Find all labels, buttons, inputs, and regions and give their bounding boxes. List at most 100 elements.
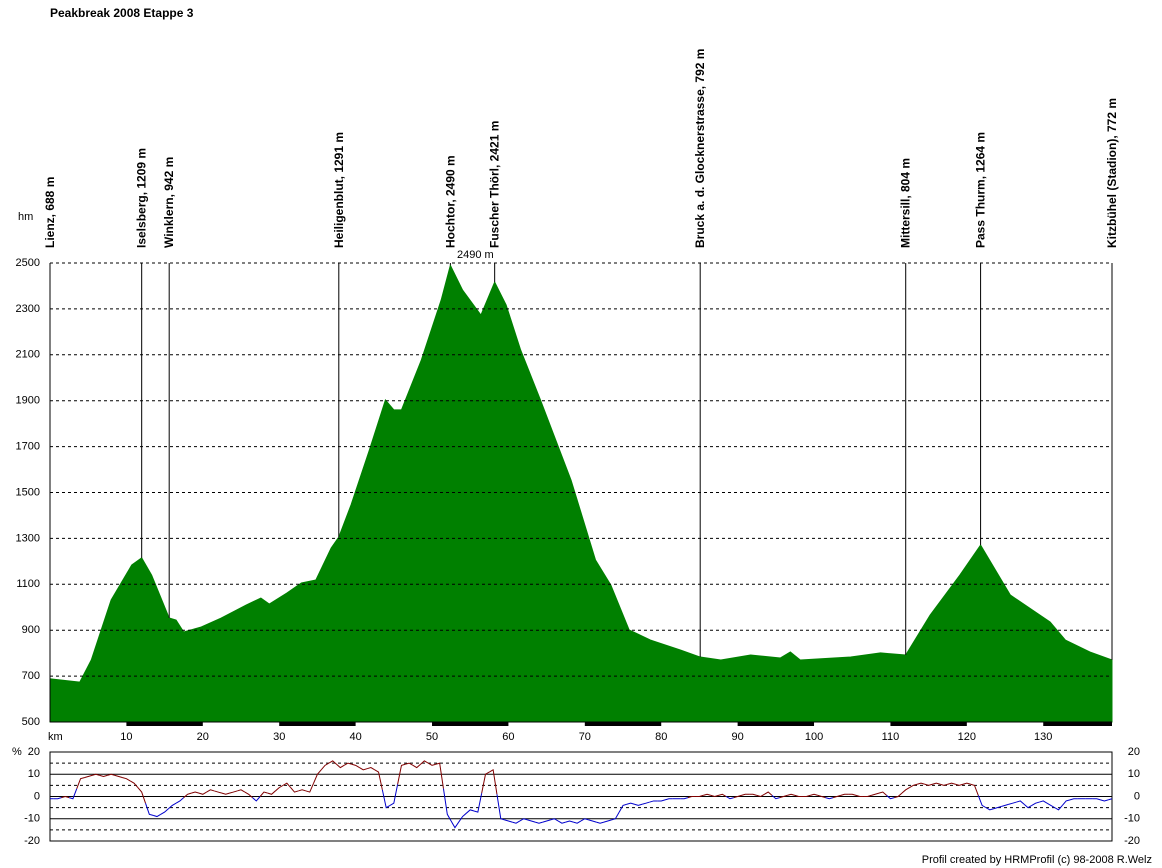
gradient-segment: [649, 800, 658, 803]
gradient-segment: [664, 798, 673, 801]
waypoint-label: Heiligenblut, 1291 m: [332, 132, 346, 248]
x-tick-label: 80: [655, 731, 667, 743]
gradient-segment: [527, 819, 536, 823]
waypoint-label: Kitzbühel (Stadion), 772 m: [1105, 98, 1119, 248]
gradient-segment: [993, 806, 1002, 810]
gradient-segment: [412, 763, 421, 769]
y2-tick-label: 10: [1128, 768, 1140, 780]
gradient-segment: [588, 819, 597, 823]
waypoint-label: Hochtor, 2490 m: [443, 155, 457, 248]
waypoint-label: Bruck a. d. Glocknerstrasse, 792 m: [693, 49, 707, 248]
gradient-segment: [756, 793, 765, 798]
y-tick-label: 2100: [16, 349, 40, 361]
waypoint-label: Pass Thurm, 1264 m: [974, 132, 988, 248]
gradient-segment: [107, 773, 116, 776]
gradient-segment: [886, 795, 895, 800]
gradient-segment: [779, 794, 788, 799]
gradient-segment: [129, 780, 139, 788]
gradient-segment: [611, 811, 620, 821]
gradient-segment: [397, 763, 406, 785]
gradient-segment: [955, 783, 964, 786]
y-tick-label: -10: [24, 813, 40, 825]
gradient-segment: [924, 783, 933, 786]
max-label: 2490 m: [457, 249, 494, 261]
waypoint-label: Fuscher Thörl, 2421 m: [488, 121, 502, 248]
y-tick-label: 1700: [16, 441, 40, 453]
gradient-segment: [84, 774, 93, 779]
y-tick-label: 1900: [16, 395, 40, 407]
gradient-segment: [1031, 801, 1040, 806]
gradient-segment: [855, 794, 864, 797]
x-tick-label: 60: [502, 731, 514, 743]
gradient-segment: [596, 821, 605, 824]
gradient-segment: [290, 787, 299, 793]
gradient-segment: [1016, 800, 1025, 805]
x-tick-label: 100: [805, 731, 823, 743]
gradient-segment: [603, 819, 612, 823]
x-tick-label: 10: [120, 731, 132, 743]
scale-bar: [890, 722, 967, 726]
gradient-segment: [1039, 800, 1048, 804]
gradient-segment: [229, 790, 238, 794]
gradient-segment: [160, 808, 169, 815]
credit: Profil created by HRMProfil (c) 98-2008 …: [922, 854, 1152, 866]
gradient-segment: [427, 762, 436, 766]
waypoint-label: Lienz, 688 m: [43, 177, 57, 248]
gradient-segment: [573, 820, 582, 824]
gradient-segment: [695, 794, 704, 797]
gradient-segment: [657, 799, 666, 802]
gradient-segment: [153, 813, 162, 818]
gradient-segment: [894, 792, 903, 799]
gradient-segment: [641, 801, 650, 805]
gradient-segment: [168, 802, 177, 810]
scale-bar: [126, 722, 203, 726]
gradient-segment: [99, 774, 108, 777]
gradient-segment: [1001, 803, 1009, 807]
gradient-segment: [817, 794, 826, 799]
gradient-segment: [351, 763, 360, 769]
gradient-segment: [374, 769, 383, 790]
y-tick-label: 700: [22, 670, 40, 682]
gradient-segment: [298, 789, 307, 792]
gradient-segment: [802, 794, 811, 797]
gradient-segment: [259, 791, 268, 797]
gradient-segment: [901, 787, 910, 794]
gradient-segment: [519, 818, 528, 822]
gradient-segment: [214, 790, 223, 794]
gradient-segment: [504, 819, 513, 823]
x-tick-label: 90: [732, 731, 744, 743]
x-axis-label: km: [48, 731, 63, 743]
y-tick-label: 2500: [16, 257, 40, 269]
gradient-segment: [114, 774, 123, 779]
y-tick-label: 900: [22, 624, 40, 636]
gradient-segment: [1046, 802, 1055, 809]
gradient-segment: [1054, 805, 1063, 811]
gradient-segment: [252, 796, 261, 802]
gradient-segment: [389, 784, 399, 806]
gradient-segment: [1008, 801, 1017, 805]
waypoint-label: Iselsberg, 1209 m: [135, 148, 149, 248]
waypoint-label: Mittersill, 804 m: [899, 158, 913, 248]
gradient-segment: [1069, 798, 1078, 801]
scale-bar: [1043, 722, 1112, 726]
gradient-segment: [810, 793, 818, 796]
gradient-segment: [764, 791, 773, 796]
gradient-segment: [626, 802, 635, 805]
gradient-segment: [267, 790, 276, 795]
y-tick-label: 1500: [16, 486, 40, 498]
x-tick-label: 70: [579, 731, 591, 743]
gradient-segment: [909, 783, 918, 789]
gradient-segment: [175, 797, 185, 804]
gradient-segment: [473, 793, 483, 813]
gradient-segment: [970, 783, 979, 796]
gradient-segment: [1023, 803, 1033, 809]
gradient-segment: [305, 782, 315, 793]
gradient-segment: [848, 793, 857, 796]
y2-tick-label: 20: [1128, 746, 1140, 758]
gradient-segment: [466, 809, 475, 814]
gradient-segment: [557, 820, 566, 824]
gradient-segment: [687, 796, 696, 799]
y-tick-label: 1100: [16, 578, 40, 590]
x-tick-label: 30: [273, 731, 285, 743]
gradient-segment: [939, 783, 948, 786]
